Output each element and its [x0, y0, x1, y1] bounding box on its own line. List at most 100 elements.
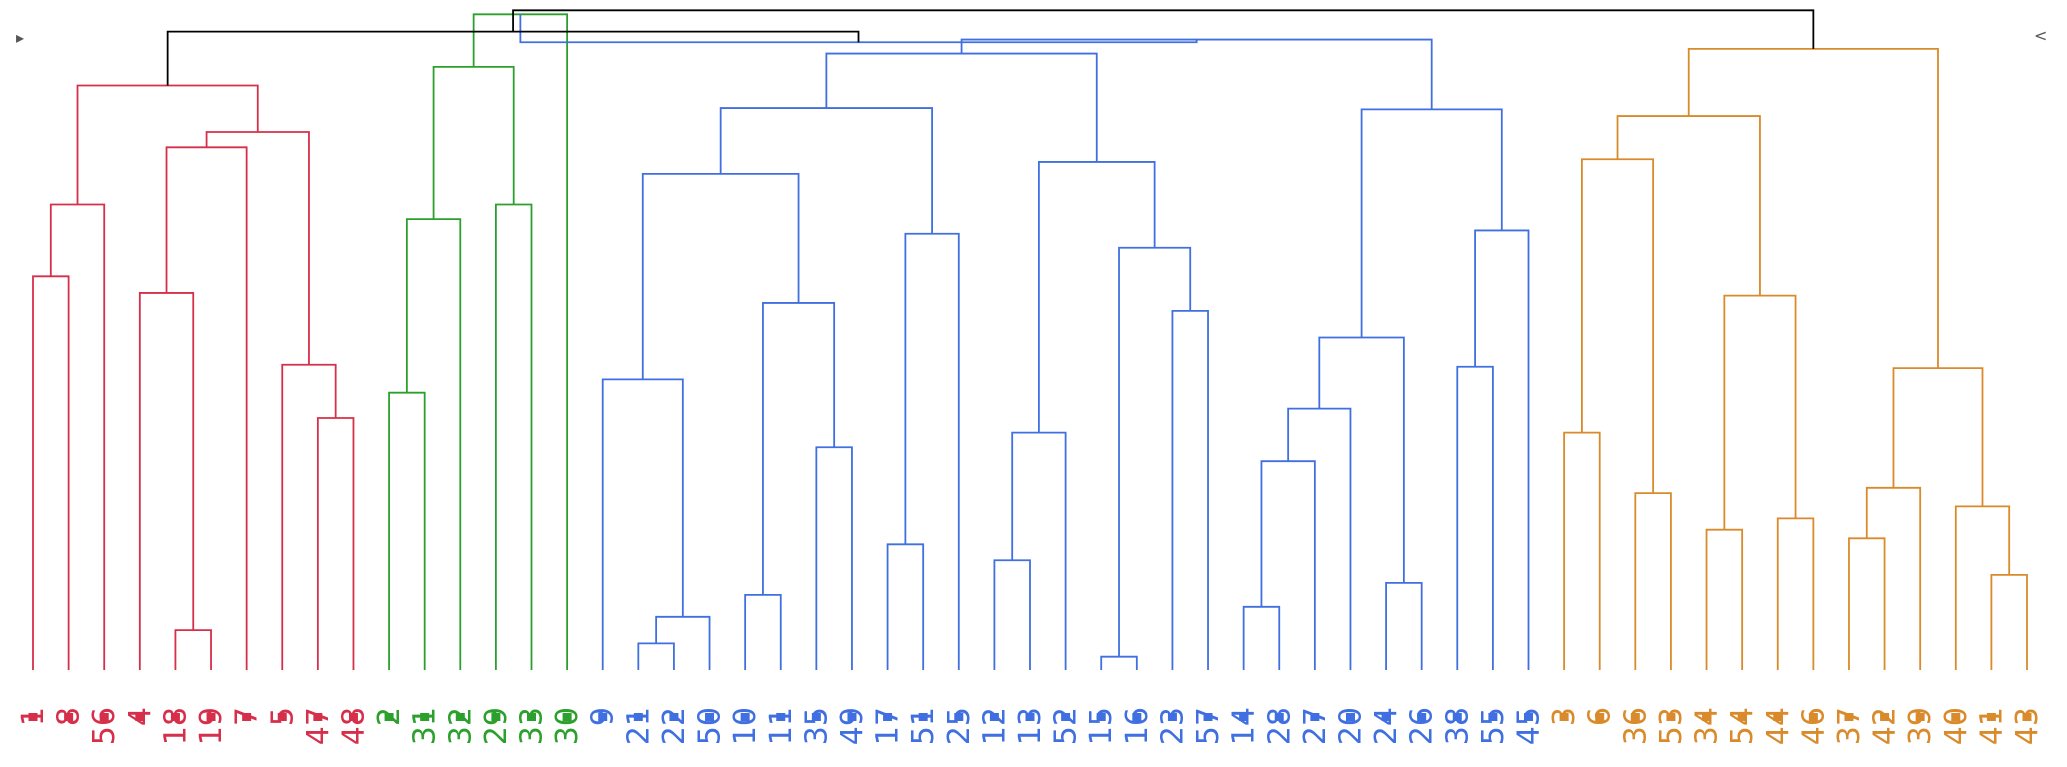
cluster-link: [1038, 161, 1156, 433]
cluster-link: [138, 292, 195, 670]
leaf-label[interactable]: 46: [1796, 707, 1831, 745]
leaf-label[interactable]: 36: [1618, 707, 1653, 745]
leaf-label[interactable]: 52: [1049, 707, 1084, 745]
leaf-label[interactable]: 1: [16, 707, 51, 726]
leaf-marker: [2022, 713, 2032, 721]
leaf-label[interactable]: 48: [336, 707, 371, 745]
leaf-label[interactable]: 28: [1262, 707, 1297, 745]
leaf-label[interactable]: 41: [1974, 707, 2009, 745]
cluster-link: [1118, 246, 1192, 657]
leaf-label[interactable]: 54: [1725, 707, 1760, 745]
leaf-marker: [242, 713, 252, 721]
leaf-label[interactable]: 43: [2010, 707, 2045, 745]
leaf-label[interactable]: 15: [1084, 707, 1119, 745]
leaf-label[interactable]: 19: [194, 707, 229, 745]
leaf-label[interactable]: 47: [301, 707, 336, 745]
leaf-label[interactable]: 31: [408, 707, 443, 745]
leaf-label[interactable]: 37: [1832, 707, 1867, 745]
leaf-label[interactable]: 34: [1690, 707, 1725, 745]
leaf-marker: [348, 713, 358, 721]
leaf-label[interactable]: 53: [1654, 707, 1689, 745]
cluster-link: [472, 13, 569, 670]
leaf-label[interactable]: 26: [1405, 707, 1440, 745]
leaf-label[interactable]: 6: [1583, 707, 1618, 726]
leaf-label[interactable]: 12: [977, 707, 1012, 745]
leaf-label[interactable]: 50: [693, 707, 728, 745]
leaf-marker: [277, 713, 287, 721]
leaf-label[interactable]: 35: [799, 707, 834, 745]
leaf-marker: [705, 713, 715, 721]
leaf-labels: 1 8 56 4 18 19 7 5 47 48 2 31 32 29 33 30 9 21 22 50 10 11 35 4…: [16, 707, 2045, 745]
leaf-label[interactable]: 21: [621, 707, 656, 745]
cluster-link: [1776, 517, 1815, 670]
cluster-link: [76, 84, 259, 205]
leaf-label[interactable]: 33: [515, 707, 550, 745]
leaf-marker: [491, 713, 501, 721]
leaf-label[interactable]: 4: [123, 707, 158, 726]
cluster-link: [1318, 336, 1405, 583]
leaf-label[interactable]: 57: [1191, 707, 1226, 745]
leaf-label[interactable]: 20: [1333, 707, 1368, 745]
cluster-link: [1581, 158, 1655, 494]
cluster-link: [762, 302, 836, 595]
leaf-marker: [313, 713, 323, 721]
leaf-marker: [669, 713, 679, 721]
leaf-label[interactable]: 45: [1512, 707, 1547, 745]
leaf-label[interactable]: 22: [657, 707, 692, 745]
leaf-marker: [1986, 713, 1996, 721]
leaf-marker: [740, 713, 750, 721]
leaf-marker: [170, 713, 180, 721]
leaf-label[interactable]: 32: [443, 707, 478, 745]
collapse-right-icon[interactable]: <: [2034, 26, 2048, 45]
leaf-label[interactable]: 3: [1547, 707, 1582, 726]
leaf-label[interactable]: 27: [1298, 707, 1333, 745]
cluster-link: [1892, 367, 1984, 507]
cluster-link: [1865, 486, 1922, 670]
leaf-label[interactable]: 38: [1440, 707, 1475, 745]
leaf-marker: [883, 713, 893, 721]
leaf-label[interactable]: 55: [1476, 707, 1511, 745]
cluster-link: [641, 173, 800, 380]
expand-left-icon[interactable]: ▸: [16, 28, 25, 47]
leaf-label[interactable]: 5: [265, 707, 300, 726]
leaf-label[interactable]: 18: [158, 707, 193, 745]
leaf-label[interactable]: 49: [835, 707, 870, 745]
leaf-label[interactable]: 24: [1369, 707, 1404, 745]
leaf-label[interactable]: 10: [728, 707, 763, 745]
leaf-label[interactable]: 39: [1903, 707, 1938, 745]
cluster-link: [1687, 47, 1939, 369]
leaf-label[interactable]: 16: [1120, 707, 1155, 745]
leaf-marker: [847, 713, 857, 721]
leaf-label[interactable]: 13: [1013, 707, 1048, 745]
leaf-label[interactable]: 42: [1868, 707, 1903, 745]
leaf-marker: [384, 713, 394, 721]
leaf-label[interactable]: 25: [942, 707, 977, 745]
cluster-link: [719, 107, 933, 234]
leaf-label[interactable]: 29: [479, 707, 514, 745]
leaf-label[interactable]: 9: [586, 707, 621, 726]
leaf-label[interactable]: 56: [87, 707, 122, 745]
leaf-label[interactable]: 2: [372, 707, 407, 726]
leaf-label[interactable]: 30: [550, 707, 585, 745]
leaf-marker: [1915, 713, 1925, 721]
leaf-marker: [1880, 713, 1890, 721]
leaf-label[interactable]: 17: [871, 707, 906, 745]
leaf-label[interactable]: 7: [230, 707, 265, 726]
cluster-link: [1723, 294, 1797, 530]
leaf-label[interactable]: 23: [1155, 707, 1190, 745]
cluster-link: [1990, 574, 2028, 670]
cluster-link: [815, 446, 853, 670]
leaf-label[interactable]: 8: [52, 707, 87, 726]
leaf-label[interactable]: 40: [1939, 707, 1974, 745]
cluster-link: [886, 543, 925, 670]
leaf-label[interactable]: 51: [906, 707, 941, 745]
leaf-label[interactable]: 14: [1227, 707, 1262, 745]
leaf-label[interactable]: 11: [764, 707, 799, 745]
leaf-label[interactable]: 44: [1761, 707, 1796, 745]
leaf-marker: [1524, 713, 1533, 721]
cluster-link: [601, 378, 684, 670]
cluster-link: [1634, 492, 1672, 670]
cluster-link: [1260, 460, 1316, 670]
cluster-link: [1385, 581, 1423, 670]
